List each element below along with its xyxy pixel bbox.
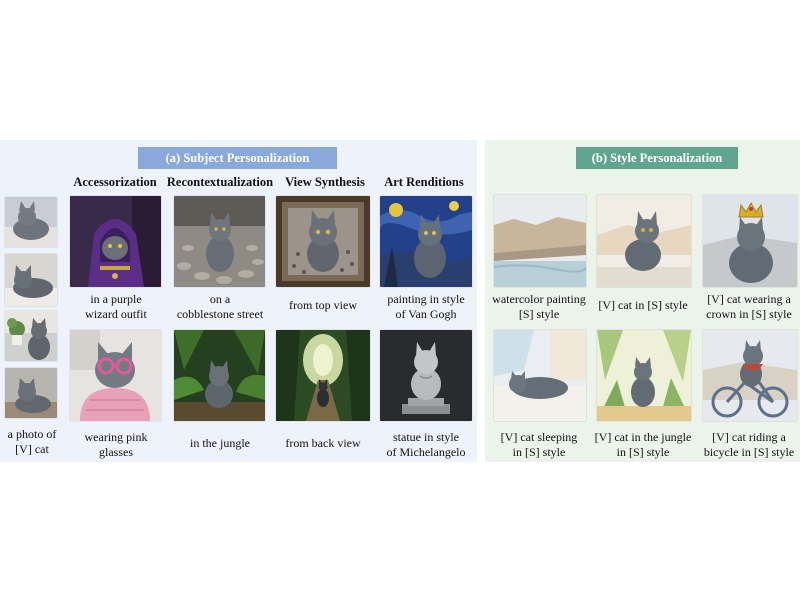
reference-photo-1 (5, 197, 57, 247)
style-personalization-banner: (b) Style Personalization (576, 147, 738, 169)
caption-statue: statue in style of Michelangelo (386, 430, 466, 459)
reference-photo-3 (5, 311, 57, 361)
watercolor-cat-jungle-image (597, 330, 691, 421)
cat-back-view-image (276, 330, 370, 421)
subject-personalization-panel: (a) Subject Personalization Accessorizat… (0, 140, 477, 462)
cat-pink-glasses-image (70, 330, 161, 421)
subject-personalization-banner: (a) Subject Personalization (138, 147, 337, 169)
cat-top-view-image (276, 196, 370, 287)
cat-cobblestone-image (174, 196, 265, 287)
caption-jungle: in the jungle (190, 436, 250, 450)
reference-photo-4 (5, 368, 57, 418)
reference-caption: a photo of [V] cat (7, 427, 57, 456)
caption-cat-crown: [V] cat wearing a crown in [S] style (706, 292, 792, 321)
caption-back-view: from back view (285, 436, 361, 450)
cat-van-gogh-image (380, 196, 472, 287)
watercolor-cat-crown-image (703, 195, 797, 287)
watercolor-cat-sleeping-image (494, 330, 586, 421)
column-header-recontextualization: Recontextualization (166, 175, 274, 189)
caption-cat-bicycle: [V] cat riding a bicycle in [S] style (703, 430, 795, 459)
watercolor-cat-bicycle-image (703, 330, 797, 421)
caption-watercolor-reference: watercolor painting [S] style (492, 292, 586, 321)
column-header-accessorization: Accessorization (73, 175, 157, 189)
style-personalization-panel: (b) Style Personalization watercolor pai… (485, 140, 800, 462)
reference-photo-2 (5, 254, 57, 306)
caption-wizard-outfit: in a purple wizard outfit (85, 292, 147, 321)
column-header-view-synthesis: View Synthesis (285, 175, 365, 189)
caption-cobblestone: on a cobblestone street (176, 292, 264, 321)
caption-van-gogh: painting in style of Van Gogh (387, 292, 465, 321)
caption-cat-jungle-style: [V] cat in the jungle in [S] style (594, 430, 692, 459)
cat-statue-image (380, 330, 472, 421)
watercolor-reference-image (494, 195, 586, 287)
caption-pink-glasses: wearing pink glasses (84, 430, 148, 459)
caption-cat-in-style: [V] cat in [S] style (598, 298, 688, 312)
caption-top-view: from top view (289, 298, 357, 312)
caption-cat-sleeping: [V] cat sleeping in [S] style (500, 430, 578, 459)
watercolor-cat-sitting-image (597, 195, 691, 287)
cat-wizard-outfit-image (70, 196, 161, 287)
cat-jungle-image (174, 330, 265, 421)
column-header-art-renditions: Art Renditions (384, 175, 464, 189)
